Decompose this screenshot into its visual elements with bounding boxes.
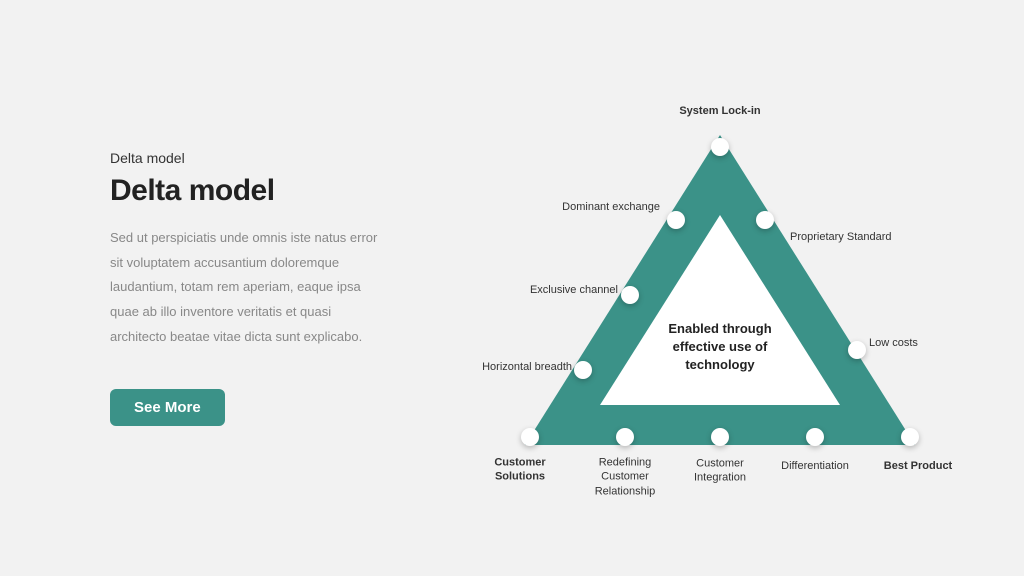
node-tr xyxy=(756,211,774,229)
label-top: System Lock-in xyxy=(679,104,760,118)
node-mr xyxy=(848,341,866,359)
center-text: Enabled through effective use of technol… xyxy=(645,320,795,375)
label-b3: Customer Integration xyxy=(680,457,760,486)
left-panel: Delta model Delta model Sed ut perspicia… xyxy=(0,0,420,576)
node-ll xyxy=(574,361,592,379)
node-bl xyxy=(521,428,539,446)
label-ml: Exclusive channel xyxy=(530,283,618,297)
page-title: Delta model xyxy=(110,174,420,208)
node-tl xyxy=(667,211,685,229)
node-ml xyxy=(621,286,639,304)
node-top xyxy=(711,138,729,156)
label-bl: Customer Solutions xyxy=(480,456,560,485)
label-ll: Horizontal breadth xyxy=(482,360,572,374)
node-b4 xyxy=(806,428,824,446)
label-mr: Low costs xyxy=(869,336,918,350)
label-b4: Differentiation xyxy=(781,459,849,473)
node-br xyxy=(901,428,919,446)
subtitle: Delta model xyxy=(110,150,420,166)
label-tr: Proprietary Standard xyxy=(790,230,892,244)
see-more-button[interactable]: See More xyxy=(110,389,225,426)
right-panel: Enabled through effective use of technol… xyxy=(420,0,1024,576)
label-b2: Redefining Customer Relationship xyxy=(580,456,670,499)
node-b2 xyxy=(616,428,634,446)
node-b3 xyxy=(711,428,729,446)
description: Sed ut perspiciatis unde omnis iste natu… xyxy=(110,226,390,349)
label-br: Best Product xyxy=(884,459,952,473)
label-tl: Dominant exchange xyxy=(562,200,660,214)
delta-diagram: Enabled through effective use of technol… xyxy=(470,95,970,515)
